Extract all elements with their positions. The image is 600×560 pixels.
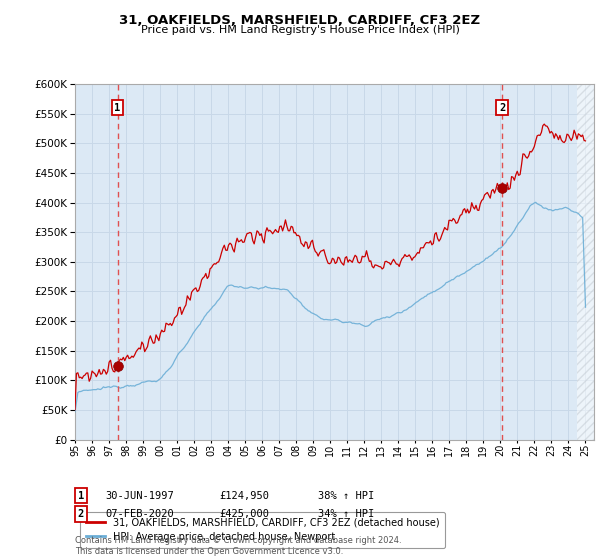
Text: £425,000: £425,000 <box>219 509 269 519</box>
Text: £124,950: £124,950 <box>219 491 269 501</box>
Legend: 31, OAKFIELDS, MARSHFIELD, CARDIFF, CF3 2EZ (detached house), HPI: Average price: 31, OAKFIELDS, MARSHFIELD, CARDIFF, CF3 … <box>80 512 445 548</box>
Text: 34% ↑ HPI: 34% ↑ HPI <box>318 509 374 519</box>
Text: 2: 2 <box>499 102 505 113</box>
Text: 1: 1 <box>78 491 84 501</box>
Text: 2: 2 <box>78 509 84 519</box>
Text: 1: 1 <box>115 102 121 113</box>
Bar <box>577 84 594 440</box>
Text: 31, OAKFIELDS, MARSHFIELD, CARDIFF, CF3 2EZ: 31, OAKFIELDS, MARSHFIELD, CARDIFF, CF3 … <box>119 14 481 27</box>
Text: 07-FEB-2020: 07-FEB-2020 <box>105 509 174 519</box>
Text: 30-JUN-1997: 30-JUN-1997 <box>105 491 174 501</box>
Text: Contains HM Land Registry data © Crown copyright and database right 2024.
This d: Contains HM Land Registry data © Crown c… <box>75 536 401 556</box>
Text: Price paid vs. HM Land Registry's House Price Index (HPI): Price paid vs. HM Land Registry's House … <box>140 25 460 35</box>
Text: 38% ↑ HPI: 38% ↑ HPI <box>318 491 374 501</box>
